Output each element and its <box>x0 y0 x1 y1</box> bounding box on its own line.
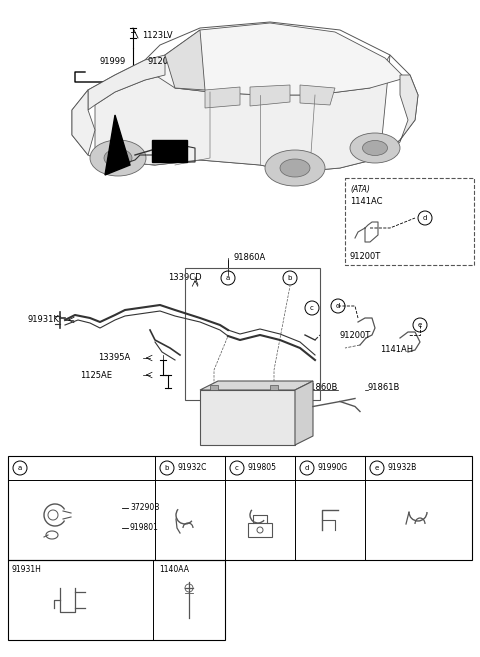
Text: 919805: 919805 <box>247 463 276 472</box>
Text: 1123LV: 1123LV <box>142 32 173 41</box>
Text: 1141AH: 1141AH <box>380 346 413 355</box>
Text: 91200F: 91200F <box>148 58 179 66</box>
Polygon shape <box>380 75 418 158</box>
Text: 91932B: 91932B <box>387 463 416 472</box>
Text: 13395A: 13395A <box>98 353 130 363</box>
Ellipse shape <box>265 150 325 186</box>
Polygon shape <box>95 55 390 172</box>
Text: 91931H: 91931H <box>12 565 42 574</box>
Bar <box>152 140 187 162</box>
Bar <box>200 390 295 445</box>
Bar <box>8 456 472 560</box>
Polygon shape <box>72 90 95 155</box>
Text: 91931K: 91931K <box>28 315 60 325</box>
Text: 91860B: 91860B <box>305 384 337 392</box>
Bar <box>8 560 225 640</box>
Text: b: b <box>288 275 292 281</box>
Text: 91860A: 91860A <box>234 254 266 263</box>
Bar <box>210 385 218 390</box>
Text: c: c <box>310 305 314 311</box>
Polygon shape <box>155 23 405 95</box>
Polygon shape <box>295 381 313 445</box>
Text: 1141AC: 1141AC <box>350 197 383 206</box>
Text: 91200T: 91200T <box>340 330 371 340</box>
Ellipse shape <box>362 141 387 156</box>
Text: b: b <box>165 465 169 471</box>
Text: 37290B: 37290B <box>130 503 159 512</box>
Text: a: a <box>226 275 230 281</box>
Bar <box>270 385 278 390</box>
Polygon shape <box>165 30 205 90</box>
Text: a: a <box>18 465 22 471</box>
Bar <box>248 523 272 537</box>
Polygon shape <box>205 87 240 108</box>
Text: 919801: 919801 <box>130 524 159 533</box>
Polygon shape <box>88 55 165 110</box>
Text: 91932C: 91932C <box>177 463 206 472</box>
Text: 1140AA: 1140AA <box>159 565 189 574</box>
Ellipse shape <box>280 159 310 177</box>
Text: d: d <box>336 303 340 309</box>
Text: d: d <box>423 215 427 221</box>
Text: 91990G: 91990G <box>317 463 347 472</box>
Bar <box>185 268 320 400</box>
Text: 1125AE: 1125AE <box>80 371 112 380</box>
Text: e: e <box>418 322 422 328</box>
Polygon shape <box>250 85 290 106</box>
Polygon shape <box>105 115 130 175</box>
Text: (ATA): (ATA) <box>350 185 370 194</box>
Text: c: c <box>235 465 239 471</box>
Text: 91200T: 91200T <box>350 252 381 261</box>
Text: 91999: 91999 <box>100 58 126 66</box>
Bar <box>345 178 474 265</box>
Ellipse shape <box>350 133 400 163</box>
Text: 1339CD: 1339CD <box>168 273 202 281</box>
Ellipse shape <box>90 140 146 176</box>
Polygon shape <box>200 381 313 390</box>
Polygon shape <box>300 85 335 105</box>
Text: d: d <box>305 465 309 471</box>
Text: 91861B: 91861B <box>368 384 400 392</box>
Text: e: e <box>375 465 379 471</box>
Ellipse shape <box>104 149 132 167</box>
